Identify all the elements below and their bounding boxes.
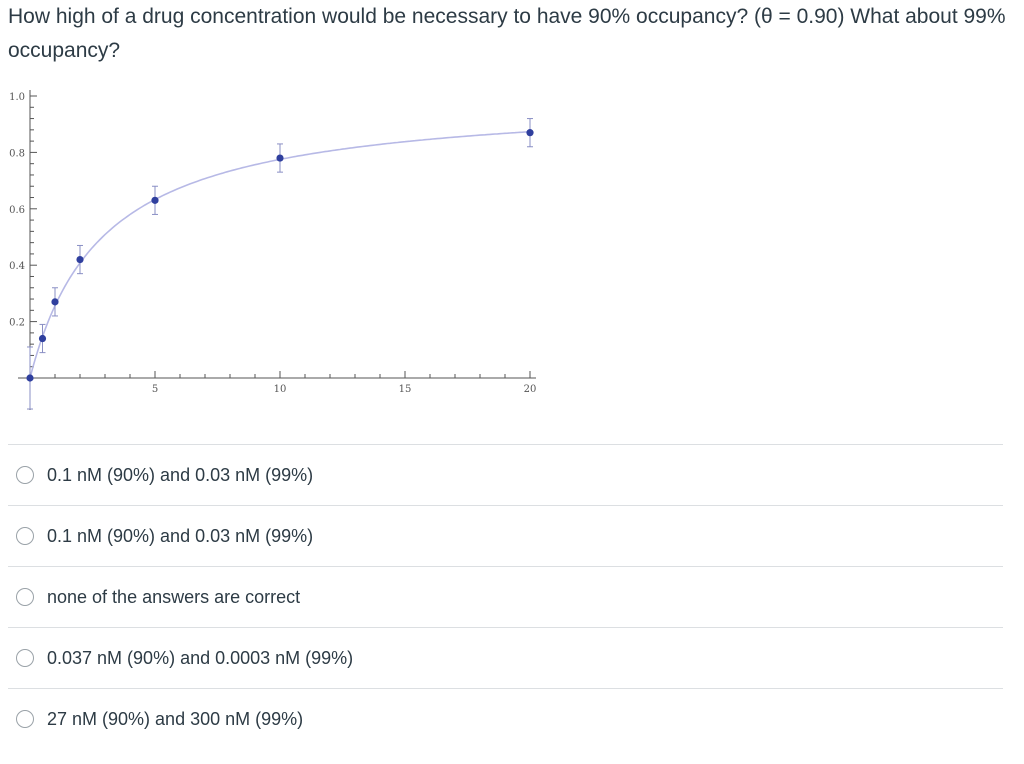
data-point [76,255,84,264]
y-tick-label: 0.6 [9,205,25,216]
data-point [526,129,534,137]
answer-label: 0.1 nM (90%) and 0.03 nM (99%) [47,464,314,485]
answer-label: 0.037 nM (90%) and 0.0003 nM (99%) [47,647,354,668]
x-tick-label: 20 [524,384,537,395]
data-point [38,334,47,343]
data-point [276,154,284,162]
x-tick-label: 15 [399,384,412,395]
radio-button[interactable] [16,649,34,667]
answer-option-4[interactable]: 0.037 nM (90%) and 0.0003 nM (99%) [8,627,1003,688]
y-tick-label: 1.0 [9,92,25,103]
radio-button[interactable] [16,710,34,728]
x-tick-label: 10 [274,384,287,395]
data-point [26,374,34,382]
answer-option-1[interactable]: 0.1 nM (90%) and 0.03 nM (99%) [8,444,1003,505]
answer-option-5[interactable]: 27 nM (90%) and 300 nM (99%) [8,688,1003,749]
chart-svg: 1.0 0.8 0.6 0.4 0.2 5 10 15 20 [9,90,537,410]
data-point [151,196,159,204]
answer-label: 0.1 nM (90%) and 0.03 nM (99%) [47,525,314,546]
y-tick-label: 0.4 [9,261,25,272]
answer-label: 27 nM (90%) and 300 nM (99%) [47,708,304,729]
answer-option-3[interactable]: none of the answers are correct [8,566,1003,627]
radio-button[interactable] [16,527,34,545]
answer-label: none of the answers are correct [47,586,301,607]
radio-button[interactable] [16,466,34,484]
question-text: How high of a drug concentration would b… [8,5,1006,62]
occupancy-chart: 1.0 0.8 0.6 0.4 0.2 5 10 15 20 [0,80,560,430]
radio-button[interactable] [16,588,34,606]
y-tick-label: 0.8 [9,148,25,159]
x-tick-label: 5 [152,384,158,395]
y-tick-label: 0.2 [9,318,25,329]
data-point [51,298,59,306]
answer-option-2[interactable]: 0.1 nM (90%) and 0.03 nM (99%) [8,505,1003,566]
answer-list: 0.1 nM (90%) and 0.03 nM (99%) 0.1 nM (9… [8,444,1003,749]
